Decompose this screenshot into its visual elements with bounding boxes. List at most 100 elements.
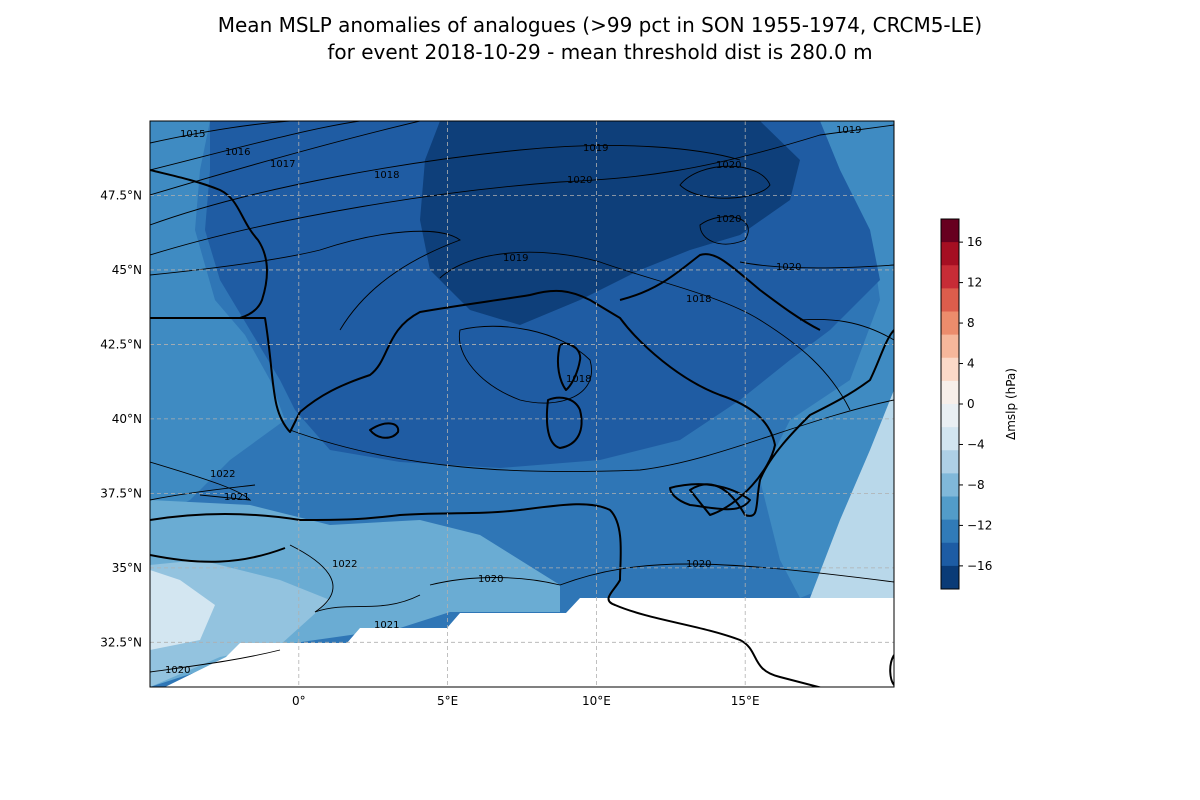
colorbar-tick-label: 4 — [967, 357, 975, 371]
contour-label: 1018 — [566, 374, 591, 385]
longitude-tick-label: 15°E — [731, 694, 760, 708]
colorbar-tick-label: 12 — [967, 276, 982, 290]
contour-label: 1020 — [686, 559, 711, 570]
contour-label: 1021 — [374, 620, 399, 631]
contour-label: 1020 — [776, 262, 801, 273]
isobar-line — [458, 325, 592, 404]
isobar-line — [699, 216, 749, 245]
chart-title-line-1: Mean MSLP anomalies of analogues (>99 pc… — [217, 13, 983, 37]
longitude-tick-label: 10°E — [582, 694, 611, 708]
colorbar-swatch — [941, 311, 959, 336]
contour-label: 1022 — [332, 559, 357, 570]
latitude-tick-label: 47.5°N — [100, 188, 142, 202]
coastline-adriatic — [619, 253, 821, 331]
colorbar-label: Δmslp (hPa) — [1004, 368, 1018, 440]
colorbar-swatch — [941, 542, 959, 567]
contour-label: 1020 — [567, 175, 592, 186]
contour-label: 1017 — [270, 159, 295, 170]
latitude-tick-label: 40°N — [112, 412, 142, 426]
longitude-tick-label: 0° — [292, 694, 306, 708]
colorbar-swatch — [941, 357, 959, 382]
latitude-tick-label: 32.5°N — [100, 635, 142, 649]
isobar-line — [150, 121, 291, 144]
isobar-line — [150, 649, 281, 673]
isobar-line — [739, 261, 894, 269]
contour-label: 1016 — [225, 147, 250, 158]
coastline-mediterranean-north — [240, 289, 894, 517]
contour-label: 1018 — [686, 294, 711, 305]
isobar-line — [679, 165, 771, 199]
longitude-tick-label: 5°E — [437, 694, 458, 708]
contour-label: 1019 — [836, 125, 861, 136]
isobar-line — [150, 230, 461, 331]
colorbar-swatch — [941, 219, 959, 243]
graticule — [150, 121, 894, 687]
isobar-labels: 1015 1016 1017 1018 1019 1019 1020 1020 … — [165, 125, 861, 676]
contour-label: 1022 — [210, 469, 235, 480]
colorbar-swatch — [941, 265, 959, 289]
isobar-line — [439, 251, 851, 411]
coastline-sardinia — [545, 396, 583, 449]
coastline-layer — [150, 169, 894, 687]
isobar-line — [314, 594, 421, 613]
colorbar-tick-label: 0 — [967, 397, 975, 411]
isobar-line — [289, 544, 334, 613]
coastline-balearic — [369, 422, 400, 439]
colorbar-tick-label: −12 — [967, 518, 992, 532]
colorbar-tick-label: −4 — [967, 437, 985, 451]
fill-east-lighter — [810, 390, 894, 598]
contour-label: 1019 — [583, 143, 608, 154]
longitude-tick-labels: 0° 5°E 10°E 15°E — [292, 694, 760, 708]
isobar-line — [429, 563, 894, 586]
colorbar-swatch — [941, 473, 959, 497]
isobar-line — [150, 121, 361, 171]
colorbar-swatch — [941, 496, 959, 521]
contour-label: 1020 — [716, 160, 741, 171]
latitude-tick-labels: 32.5°N 35°N 37.5°N 40°N 42.5°N 45°N 47.5°N — [100, 188, 142, 649]
colorbar-tick-label: −16 — [967, 559, 992, 573]
isobar-line — [150, 461, 252, 501]
isobar-layer — [150, 121, 894, 673]
colorbar-swatch — [941, 380, 959, 405]
contour-label: 1020 — [165, 665, 190, 676]
coastline-algeria-west — [150, 547, 286, 563]
anomaly-fill-layer — [150, 121, 894, 687]
colorbar-swatch — [941, 242, 959, 266]
latitude-tick-label: 42.5°N — [100, 337, 142, 351]
isobar-line — [150, 124, 894, 256]
colorbar-swatch — [941, 288, 959, 312]
isobar-line — [289, 399, 894, 473]
contour-label: 1021 — [224, 492, 249, 503]
latitude-tick-label: 37.5°N — [100, 486, 142, 500]
fill-darkest — [420, 121, 800, 325]
colorbar-swatch — [941, 427, 959, 451]
colorbar: 16 12 8 4 0 −4 −8 −12 −16 — [940, 218, 992, 590]
contour-label: 1018 — [374, 170, 399, 181]
coastline-libya-east — [889, 654, 894, 686]
colorbar-swatch — [941, 404, 959, 428]
isobar-line — [150, 484, 256, 501]
isobar-line — [799, 318, 894, 341]
fill-west-light — [150, 121, 285, 520]
latitude-tick-label: 35°N — [112, 561, 142, 575]
colorbar-swatch — [941, 519, 959, 544]
contour-label: 1019 — [503, 253, 528, 264]
colorbar-swatch — [941, 450, 959, 474]
coastline-france-atlantic — [150, 169, 268, 319]
coastline-sicily — [669, 483, 751, 511]
colorbar-swatch — [941, 565, 959, 590]
colorbar-tick-label: 16 — [967, 235, 982, 249]
isobar-line — [150, 121, 421, 196]
fill-south-palest — [150, 570, 215, 650]
map-frame — [149, 120, 895, 688]
contour-label: 1015 — [180, 129, 205, 140]
chart-title-line-2: for event 2018-10-29 - mean threshold di… — [327, 40, 873, 64]
colorbar-tick-label: 8 — [967, 316, 975, 330]
coastline-corsica — [556, 342, 582, 391]
latitude-tick-label: 45°N — [112, 263, 142, 277]
colorbar-swatch — [941, 334, 959, 359]
colorbar-tick-label: −8 — [967, 478, 985, 492]
contour-label: 1020 — [478, 574, 503, 585]
contour-label: 1020 — [716, 214, 741, 225]
